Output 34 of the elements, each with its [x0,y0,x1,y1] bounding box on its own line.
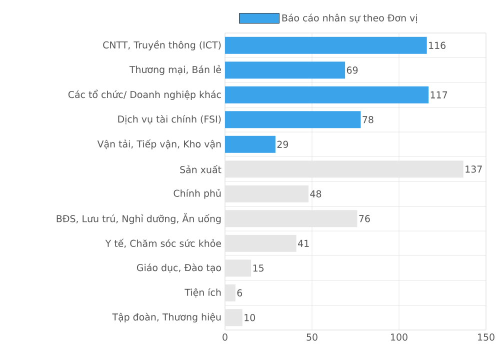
data-label: 29 [277,140,288,148]
y-tick-label: Thương mại, Bán lẻ [129,65,222,75]
data-label: 116 [429,42,446,49]
y-tick-label: Các tổ chức/ Doanh nghiệp khác [68,90,221,100]
bar [225,86,429,104]
data-label: 41 [298,240,309,247]
data-label: 6 [237,289,242,296]
y-tick-label: Tiện ích [184,288,221,298]
x-tick-label: 150 [478,334,494,341]
bar [225,111,361,128]
data-label: 78 [362,116,374,124]
data-label: 10 [244,314,256,322]
legend-label: Báo cáo nhân sự theo Đơn vị [282,14,417,24]
y-tick-label: Sản xuất [180,165,222,174]
y-tick-label: BĐS, Lưu trú, Nghỉ dưỡng, Ăn uống [56,213,221,224]
data-label: 69 [346,66,358,74]
x-tick-label: 50 [306,334,318,341]
data-label: 117 [430,91,448,98]
y-tick-label: Y tế, Chăm sóc sức khỏe [105,238,221,248]
data-label: 48 [310,190,322,198]
x-tick-label: 0 [222,334,228,341]
bar [225,36,427,54]
bar [225,62,346,79]
y-tick-label: Vận tải, Tiếp vận, Kho vận [97,139,221,150]
y-tick-label: Giáo dục, Đào tạo [136,263,221,273]
bar [225,136,276,153]
y-tick-label: CNTT, Truyền thông (ICT) [103,40,221,50]
data-label: 137 [466,166,482,173]
y-tick-label: Chính phủ [174,189,221,199]
y-tick-label: Tập đoàn, Thương hiệu [112,312,221,322]
y-tick-label: Dịch vụ tài chính (FSI) [118,114,221,124]
data-label: 76 [359,215,370,222]
data-label: 15 [253,264,264,272]
x-tick-label: 100 [391,334,408,341]
